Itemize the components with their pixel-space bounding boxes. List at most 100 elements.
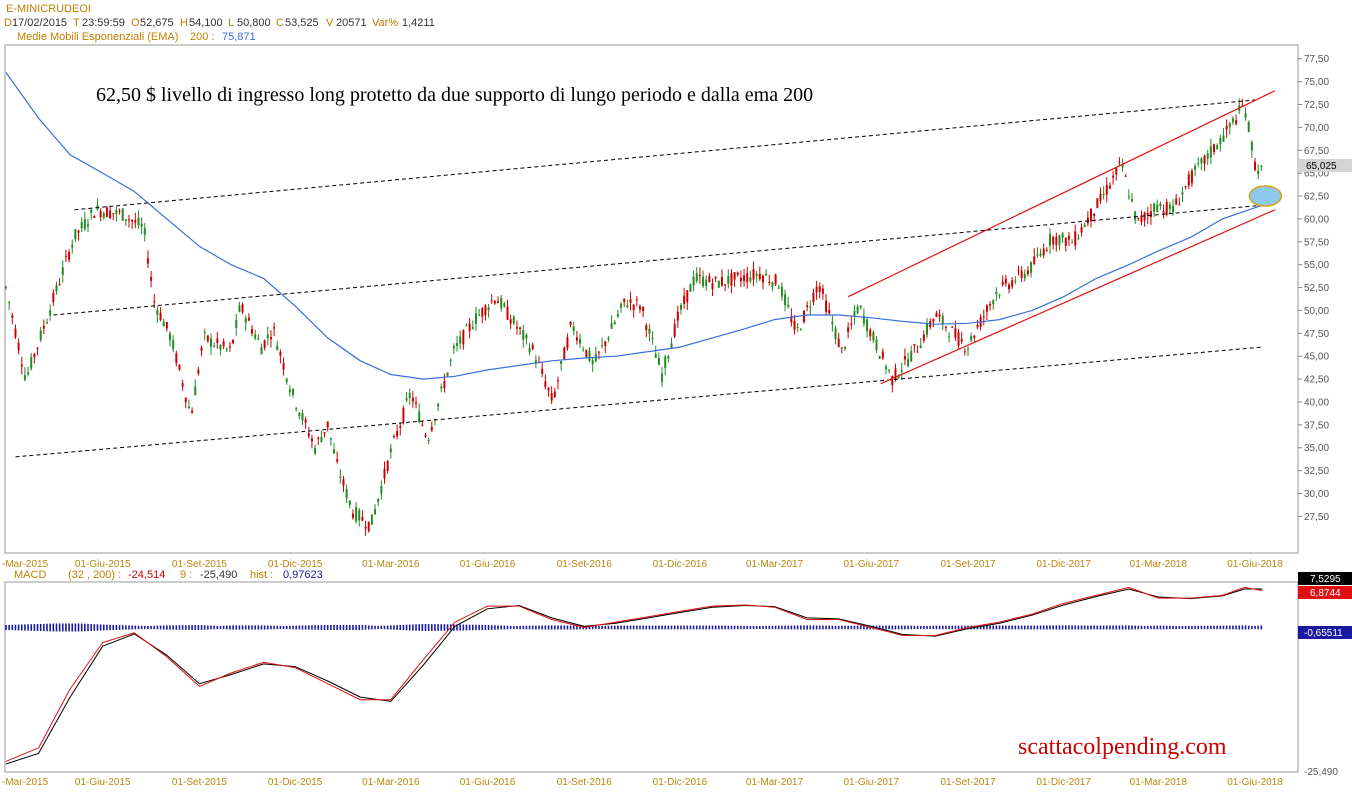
macd-hist-bar (263, 625, 266, 630)
candle-body (1049, 234, 1052, 246)
macd-hist-bar (708, 625, 711, 630)
macd-hist-bar (528, 625, 531, 630)
macd-hist-bar (109, 624, 111, 631)
macd-hist-bar (711, 625, 714, 630)
candle-body (1090, 208, 1093, 222)
candle-body (534, 360, 537, 363)
macd-hist-bar (648, 625, 651, 630)
candle-body (1228, 122, 1231, 127)
macd-hist-bar (24, 624, 26, 631)
candle-body (456, 343, 459, 346)
svg-text:54,100: 54,100 (189, 17, 223, 29)
macd-hist-bar (46, 623, 48, 632)
candle-body (17, 342, 20, 351)
macd-hist-bar (982, 625, 985, 630)
candle-body (452, 346, 455, 349)
macd-hist-bar (77, 623, 80, 632)
macd-hist-bar (601, 625, 603, 630)
candle-body (891, 375, 894, 386)
macd-hist-bar (800, 625, 802, 630)
macd-hist-bar (27, 624, 29, 631)
macd-hist-bar (957, 625, 960, 630)
macd-hist-bar (49, 623, 51, 632)
candle-body (383, 468, 386, 479)
candle-body (232, 339, 235, 344)
entry-marker (1248, 185, 1283, 207)
macd-hist-bar (219, 625, 222, 630)
candle-body (399, 425, 402, 428)
macd-hist-bar (421, 624, 424, 631)
candle-body (1209, 146, 1212, 158)
macd-hist-bar (569, 625, 572, 630)
macd-hist-bar (1046, 625, 1048, 630)
macd-hist-bar (661, 625, 663, 630)
macd-hist-bar (777, 625, 780, 630)
signal-badge: 6,8744 (1310, 588, 1341, 599)
macd-hist-bar (390, 625, 392, 630)
candle-body (692, 276, 695, 286)
candle-body (995, 291, 998, 295)
macd-hist-bar (1254, 625, 1256, 630)
candle-body (976, 325, 979, 328)
macd-hist-bar (919, 625, 922, 630)
macd-hist-bar (563, 625, 566, 630)
candle-body (812, 292, 815, 303)
macd-hist-bar (809, 625, 812, 630)
candle-body (27, 372, 30, 375)
macd-hist-bar (399, 624, 402, 630)
macd-hist-bar (535, 625, 537, 630)
macd-hist-bar (522, 625, 525, 630)
macd-hist-bar (118, 625, 121, 630)
macd-hist-bar (285, 625, 288, 630)
macd-hist-bar (960, 625, 963, 630)
candle-body (679, 305, 682, 310)
macd-hist-bar (1058, 625, 1061, 630)
macd-hist-bar (692, 625, 695, 630)
macd-hist-bar (55, 623, 58, 632)
hist-badge: -0,65511 (1304, 628, 1343, 639)
macd-hist-bar (1124, 625, 1127, 630)
macd-hist-bar (588, 625, 591, 630)
candle-body (711, 283, 714, 290)
macd-hist-bar (746, 625, 749, 630)
x-tick-label: 01-Dic-2016 (653, 777, 708, 788)
macd-hist-bar (260, 625, 263, 630)
macd-hist-bar (954, 625, 957, 630)
candle-body (739, 277, 742, 282)
macd-hist-bar (1023, 625, 1026, 630)
candle-body (705, 279, 708, 286)
candle-body (1153, 203, 1156, 212)
candle-body (301, 413, 304, 421)
macd-hist-bar (169, 625, 171, 630)
macd-hist-bar (270, 625, 272, 630)
macd-hist-bar (749, 625, 752, 630)
macd-hist-bar (1181, 625, 1184, 630)
candle-body (377, 498, 380, 503)
candle-body (620, 303, 623, 308)
macd-hist-bar (935, 625, 938, 630)
candle-body (241, 304, 244, 313)
macd-hist-bar (188, 625, 190, 630)
x-tick-label: -Mar-2015 (2, 559, 49, 570)
candle-body (790, 316, 793, 323)
macd-hist-bar (178, 625, 181, 630)
macd-hist-bar (43, 623, 45, 632)
price-plot (5, 72, 1283, 536)
candle-body (203, 331, 206, 333)
macd-hist-bar (1153, 625, 1155, 630)
candle-body (1175, 198, 1178, 205)
candle-body (181, 383, 184, 387)
macd-hist-bar (913, 625, 916, 630)
candle-body (676, 311, 679, 321)
y-tick-label: 47,50 (1304, 329, 1329, 340)
candle-body (503, 303, 506, 307)
candle-body (512, 316, 515, 324)
candle-body (793, 320, 796, 330)
candle-body (282, 362, 285, 370)
macd-hist-bar (579, 625, 581, 630)
macd-hist-bar (140, 625, 143, 630)
x-tick-label: 01-Dic-2015 (268, 777, 323, 788)
candle-body (374, 509, 377, 515)
candle-body (304, 419, 307, 423)
macd-hist-bar (642, 625, 644, 630)
